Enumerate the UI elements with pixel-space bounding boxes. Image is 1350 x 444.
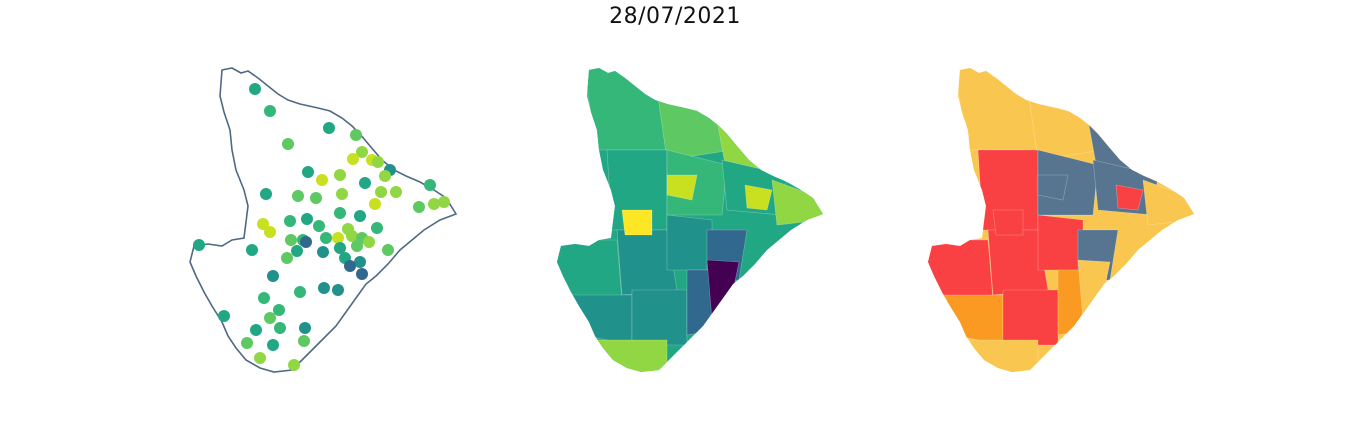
station-point <box>354 210 366 222</box>
station-point <box>298 335 310 347</box>
station-point <box>356 268 368 280</box>
station-point <box>281 252 293 264</box>
station-point <box>218 310 230 322</box>
station-point <box>334 242 346 254</box>
station-point <box>301 213 313 225</box>
station-point <box>313 220 325 232</box>
station-point <box>346 230 358 242</box>
municipality-region <box>1077 259 1111 321</box>
municipality-region <box>952 68 1039 151</box>
station-point <box>372 156 384 168</box>
station-point <box>274 322 286 334</box>
station-point <box>267 339 279 351</box>
municipality-region <box>656 89 733 161</box>
municipality-region <box>666 214 713 271</box>
station-point <box>267 270 279 282</box>
municipality-region <box>557 239 623 301</box>
municipality-region <box>631 289 688 346</box>
station-point <box>369 198 381 210</box>
station-point <box>356 146 368 158</box>
station-point <box>257 218 269 230</box>
station-point <box>288 359 300 371</box>
municipality-region <box>967 339 1039 372</box>
station-point <box>413 201 425 213</box>
station-point <box>375 186 387 198</box>
station-point <box>264 105 276 117</box>
station-point <box>334 169 346 181</box>
municipality-region <box>992 209 1024 236</box>
station-point <box>249 83 261 95</box>
station-point <box>246 244 258 256</box>
station-point <box>299 322 311 334</box>
station-point <box>282 138 294 150</box>
municipality-region <box>666 174 698 201</box>
station-point <box>344 260 356 272</box>
municipality-region <box>1027 89 1104 161</box>
station-point <box>379 170 391 182</box>
municipality-choropleth <box>557 68 823 372</box>
station-point-map <box>189 67 457 373</box>
municipality-region <box>1002 289 1059 346</box>
station-point <box>350 129 362 141</box>
station-point <box>300 236 312 248</box>
station-point <box>294 286 306 298</box>
station-point <box>336 188 348 200</box>
station-point <box>285 234 297 246</box>
station-point <box>347 153 359 165</box>
municipality-region <box>621 209 653 236</box>
station-point <box>292 190 304 202</box>
municipality-region <box>744 184 773 211</box>
municipality-region <box>581 68 668 151</box>
figure-title: 28/07/2021 <box>609 4 741 29</box>
station-point <box>317 246 329 258</box>
municipality-category-map <box>928 68 1194 372</box>
station-point <box>359 177 371 189</box>
municipality-region <box>566 294 633 346</box>
station-point <box>323 122 335 134</box>
station-point <box>284 215 296 227</box>
station-point <box>260 188 272 200</box>
station-point <box>390 186 402 198</box>
station-point <box>424 179 436 191</box>
station-point <box>250 324 262 336</box>
station-point <box>354 256 366 268</box>
station-point <box>363 236 375 248</box>
station-point <box>316 174 328 186</box>
station-point <box>318 282 330 294</box>
station-point <box>264 226 276 238</box>
station-point <box>254 352 266 364</box>
state-outline <box>189 67 457 373</box>
municipality-region <box>1037 174 1069 201</box>
station-point <box>193 239 205 251</box>
municipality-region <box>937 294 1004 346</box>
station-point <box>332 232 344 244</box>
station-point <box>332 284 344 296</box>
station-point <box>273 304 285 316</box>
station-point <box>258 292 270 304</box>
municipality-region <box>771 179 823 226</box>
station-point <box>351 240 363 252</box>
station-point <box>320 232 332 244</box>
station-point <box>438 196 450 208</box>
municipality-region <box>928 239 994 301</box>
station-point <box>382 244 394 256</box>
municipality-region <box>1115 184 1144 211</box>
municipality-region <box>1037 214 1084 271</box>
municipality-region <box>706 259 740 321</box>
station-point <box>310 192 322 204</box>
municipality-region <box>1142 179 1194 226</box>
municipality-region <box>596 339 668 372</box>
station-point <box>302 166 314 178</box>
station-point <box>264 312 276 324</box>
station-point <box>371 222 383 234</box>
station-point <box>428 198 440 210</box>
station-point <box>241 337 253 349</box>
station-point <box>291 245 303 257</box>
station-point <box>334 207 346 219</box>
